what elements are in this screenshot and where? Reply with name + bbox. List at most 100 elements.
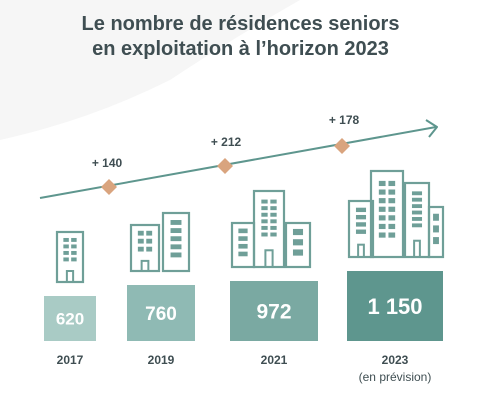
building-window [378,232,386,238]
building-window [238,243,248,249]
building-window [292,239,304,246]
building-window [261,232,268,237]
building-door [65,270,75,283]
bar [230,281,318,341]
building-window [146,238,153,244]
building-window [146,230,153,236]
building-window [137,230,144,236]
building-window [433,225,439,233]
category-note: (en prévision) [359,370,432,384]
increment-marker [217,158,233,174]
building-window [270,199,277,204]
building-window [292,249,304,256]
building-window [270,212,277,217]
building-window [238,236,248,241]
value-label: 972 [256,301,291,324]
building-window [411,210,423,215]
building-door [357,243,365,258]
building-window [170,252,182,258]
category-label: 2017 [57,353,84,367]
building-window [433,213,439,221]
building-window [411,223,423,228]
building-window [261,212,268,217]
chart-title: Le nombre de résidences seniors en explo… [0,12,481,62]
building-window [63,250,69,255]
building-window [388,232,396,238]
building-window [378,206,386,212]
building-window [63,244,69,249]
building-window [63,257,69,262]
building-window [71,244,77,249]
building-outline [284,221,312,269]
bar [127,285,195,341]
building-window [388,215,396,221]
building-outline [252,189,286,269]
building-window [146,246,153,252]
building-window [261,199,268,204]
building-window [170,236,182,242]
building-window [63,237,69,242]
building-window [261,206,268,211]
increment-label: + 140 [92,156,123,170]
building-window [388,180,396,187]
value-label: 620 [56,310,84,329]
building-door [413,239,421,259]
increment-marker [334,138,350,154]
bar [347,271,443,341]
building-window [388,198,396,204]
building-window [355,207,367,213]
building-window [411,197,423,202]
buildings-icon [230,189,312,269]
building-window [261,225,268,230]
chart-title-line-2: en exploitation à l’horizon 2023 [92,38,389,60]
building-door [264,249,274,268]
building-window [388,206,396,212]
building-window [137,238,144,244]
building-outline [369,169,405,259]
building-outline [161,211,191,273]
increment-marker [101,179,117,195]
building-window [355,222,367,227]
building-window [137,246,144,252]
building-window [71,257,77,262]
building-window [270,219,277,224]
building-outline [427,205,445,259]
building-window [378,198,386,204]
building-window [238,251,248,257]
building-window [261,219,268,224]
increment-label: + 212 [211,135,242,149]
buildings-icon [347,169,445,259]
buildings-icon [55,230,85,284]
building-window [355,214,367,220]
building-window [355,229,367,234]
category-label: 2021 [261,353,288,367]
building-window [170,228,182,234]
building-window [292,228,304,236]
building-window [71,250,77,255]
building-window [170,220,182,225]
category-label: 2023 [382,353,409,367]
trend-arrowhead [425,119,438,138]
building-window [411,191,423,196]
building-door [140,259,150,273]
building-window [388,189,396,195]
building-window [71,237,77,242]
building-window [270,232,277,237]
building-window [270,206,277,211]
building-window [378,223,386,230]
building-outline [129,223,161,273]
building-window [388,223,396,230]
building-window [378,215,386,221]
building-window [411,217,423,221]
category-label: 2019 [148,353,175,367]
building-window [411,204,423,209]
building-window [378,189,386,195]
building-outline [55,230,85,284]
building-window [433,237,439,245]
chart-title-line-1: Le nombre de résidences seniors [81,13,400,35]
building-window [270,225,277,230]
bar [44,296,96,341]
value-label: 760 [145,304,177,325]
